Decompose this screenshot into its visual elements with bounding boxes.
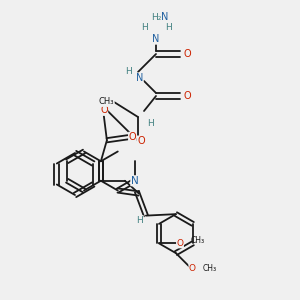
Text: N: N bbox=[152, 34, 160, 44]
Text: H: H bbox=[136, 216, 143, 225]
Text: O: O bbox=[184, 49, 191, 59]
Text: CH₃: CH₃ bbox=[203, 264, 217, 273]
Text: O: O bbox=[184, 91, 191, 101]
Text: H₂: H₂ bbox=[151, 14, 161, 22]
Text: O: O bbox=[137, 136, 145, 146]
Text: O: O bbox=[100, 105, 108, 115]
Text: N: N bbox=[131, 176, 139, 186]
Text: H: H bbox=[141, 22, 147, 32]
Text: H: H bbox=[165, 22, 171, 32]
Text: N: N bbox=[160, 11, 168, 22]
Text: O: O bbox=[176, 239, 184, 248]
Text: O: O bbox=[129, 132, 136, 142]
Text: CH₃: CH₃ bbox=[190, 236, 205, 245]
Text: CH₃: CH₃ bbox=[99, 98, 114, 106]
Text: N: N bbox=[136, 73, 143, 83]
Text: H: H bbox=[147, 118, 153, 127]
Text: O: O bbox=[189, 264, 196, 273]
Text: H: H bbox=[126, 68, 132, 76]
